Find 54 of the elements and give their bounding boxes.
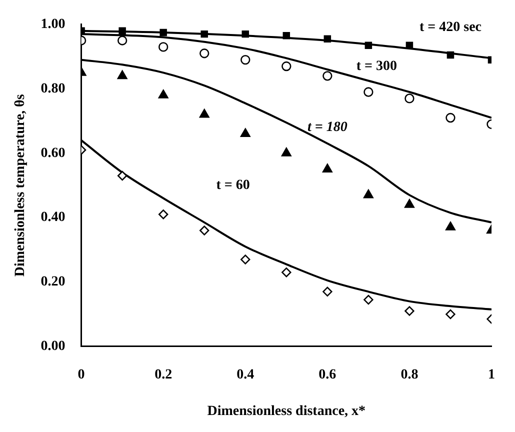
y-axis-title: Dimensionless temperature, θs xyxy=(13,94,28,277)
x-tick-label: 0.6 xyxy=(318,367,336,382)
point xyxy=(158,42,168,52)
point xyxy=(363,189,374,198)
point xyxy=(199,108,210,118)
point xyxy=(324,35,332,43)
point xyxy=(200,48,210,58)
point xyxy=(158,210,168,220)
point xyxy=(322,286,332,297)
annotation: t = 180 xyxy=(307,120,348,136)
point xyxy=(117,70,128,80)
point xyxy=(364,294,374,305)
point xyxy=(322,71,332,81)
y-tick-label: 1.00 xyxy=(40,17,66,32)
point xyxy=(117,36,128,46)
x-axis-title: Dimensionless distance, x* xyxy=(207,404,366,420)
x-tick-label: 0 xyxy=(78,367,85,382)
point xyxy=(322,164,332,172)
x-tick-label: 0.8 xyxy=(400,367,418,382)
point xyxy=(404,199,414,208)
point xyxy=(240,254,250,264)
y-tick-label: 0.60 xyxy=(40,146,66,161)
point xyxy=(158,90,168,98)
x-tick-label: 0.4 xyxy=(236,367,254,382)
y-tick-label: 0.00 xyxy=(40,339,66,354)
point xyxy=(406,42,414,49)
point xyxy=(200,30,208,38)
point xyxy=(446,51,454,59)
x-tick-label: 0.2 xyxy=(154,367,172,382)
point xyxy=(446,112,456,123)
annotation: t = 60 xyxy=(216,178,250,194)
point xyxy=(282,267,292,278)
point xyxy=(240,54,250,65)
point xyxy=(117,170,128,181)
point xyxy=(240,128,250,138)
point xyxy=(364,87,374,97)
point xyxy=(404,94,414,104)
y-tick-label: 0.40 xyxy=(40,210,66,226)
annotation: t = 300 xyxy=(356,58,397,74)
point xyxy=(364,42,372,49)
point xyxy=(281,148,292,156)
point xyxy=(282,61,292,72)
point xyxy=(446,222,456,230)
y-tick-label: 0.20 xyxy=(40,274,66,290)
point xyxy=(282,32,290,40)
point xyxy=(160,28,167,36)
x-tick-label: 1 xyxy=(488,367,495,382)
point xyxy=(118,27,126,34)
y-tick-label: 0.80 xyxy=(40,81,66,96)
point xyxy=(200,226,210,236)
point xyxy=(446,309,456,320)
point xyxy=(242,30,249,38)
point xyxy=(404,306,414,316)
annotation: t = 420 sec xyxy=(419,20,482,36)
